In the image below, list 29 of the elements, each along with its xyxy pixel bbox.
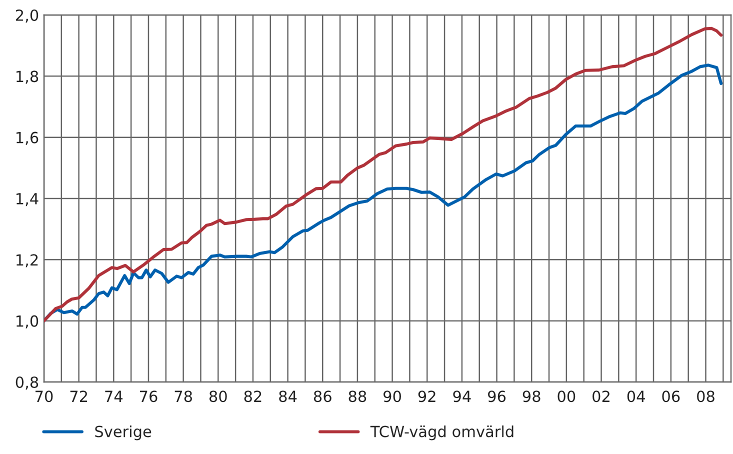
x-tick-label: 78 [174,390,192,402]
x-tick-label: 98 [522,390,540,402]
x-tick-label: 06 [662,390,680,402]
x-tick-label: 02 [592,390,610,402]
y-tick-label: 1,6 [16,132,38,145]
x-tick-label: 04 [627,390,645,402]
y-tick-label: 1,4 [16,193,38,206]
x-tick-label: 80 [209,390,227,402]
x-tick-label: 08 [697,390,714,402]
x-tick-label: 88 [348,390,366,402]
legend-label: TCW-vägd omvärld [370,425,514,440]
x-tick-label: 92 [418,390,436,402]
x-tick-label: 84 [279,390,297,402]
legend-label: Sverige [95,425,152,440]
x-tick-label: 70 [36,390,53,402]
x-tick-label: 74 [105,390,123,402]
y-tick-label: 2,0 [16,9,38,23]
y-tick-label: 1,8 [16,70,38,84]
x-tick-label: 96 [488,390,506,402]
y-tick-label: 1,2 [16,254,38,268]
x-tick-label: 90 [384,390,401,402]
x-tick-label: 94 [453,390,471,402]
x-tick-label: 72 [70,390,88,402]
x-tick-label: 00 [558,390,576,402]
x-tick-label: 82 [244,390,262,402]
x-tick-label: 76 [140,390,158,402]
y-tick-label: 0,8 [16,376,38,390]
x-tick-label: 86 [314,390,332,402]
y-tick-label: 1,0 [16,315,38,328]
